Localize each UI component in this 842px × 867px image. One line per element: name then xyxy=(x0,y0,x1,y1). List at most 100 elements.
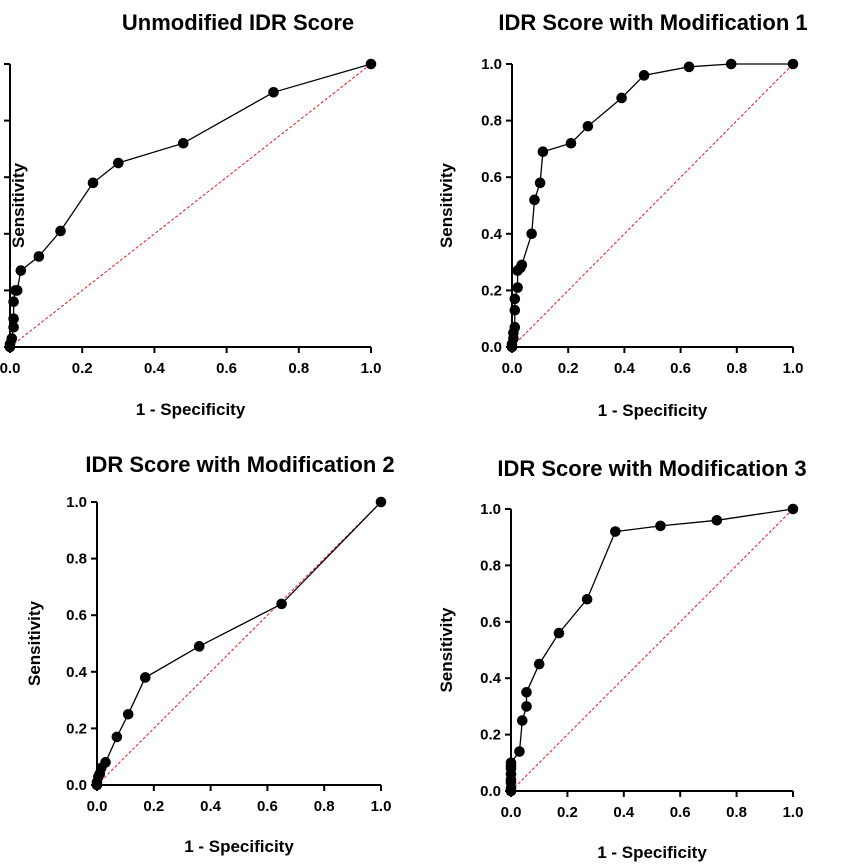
x-tick-label: 0.0 xyxy=(87,798,108,815)
y-tick-label: 0.0 xyxy=(480,783,501,800)
x-tick-label: 0.6 xyxy=(670,804,691,821)
x-tick-label: 0.8 xyxy=(288,360,309,377)
roc-curve-line xyxy=(510,508,794,791)
x-axis-title: 1 - Specificity xyxy=(597,843,707,862)
roc-point xyxy=(375,496,387,508)
roc-point xyxy=(505,757,517,769)
x-tick-label: 1.0 xyxy=(371,798,392,815)
roc-point xyxy=(787,503,799,515)
roc-point xyxy=(610,526,621,537)
x-tick-label: 1.0 xyxy=(783,804,804,821)
roc-point xyxy=(365,58,377,70)
y-tick-label: 1.0 xyxy=(481,56,502,73)
x-tick-label: 0.4 xyxy=(144,360,166,377)
y-axis-title: Sensitivity xyxy=(9,162,28,248)
y-tick-label: 0.4 xyxy=(480,670,502,687)
x-tick-label: 0.8 xyxy=(726,360,747,377)
x-tick-label: 0.6 xyxy=(257,798,278,815)
roc-point xyxy=(512,282,523,293)
roc-point xyxy=(509,321,521,333)
roc-point xyxy=(638,70,650,81)
x-tick-label: 1.0 xyxy=(783,360,804,377)
roc-point xyxy=(111,731,123,743)
y-tick-label: 0.8 xyxy=(481,113,502,130)
roc-point xyxy=(582,120,594,132)
roc-point xyxy=(15,265,27,276)
chart-title: IDR Score with Modification 3 xyxy=(497,456,806,481)
roc-point xyxy=(33,251,45,262)
chart-panel-3: IDR Score with Modification 2 0.0 0.2 0.4 0.… xyxy=(25,452,395,856)
roc-point xyxy=(8,313,19,325)
y-tick-label: 0.4 xyxy=(0,226,1,243)
roc-point xyxy=(516,715,528,726)
roc-curve-line xyxy=(511,63,793,347)
x-tick-label: 0.2 xyxy=(557,804,578,821)
roc-point xyxy=(683,61,695,73)
x-tick-label: 0.0 xyxy=(501,804,522,821)
y-tick-label: 0.2 xyxy=(481,282,502,299)
roc-point xyxy=(268,87,279,98)
roc-point xyxy=(6,333,18,344)
chart-panel-4: IDR Score with Modification 3 0.0 0.2 0.4 0.… xyxy=(437,456,807,862)
x-tick-label: 0.2 xyxy=(558,360,579,377)
chart-title: IDR Score with Modification 2 xyxy=(85,452,394,477)
y-tick-label: 1.0 xyxy=(480,501,501,518)
reference-line xyxy=(510,508,794,792)
roc-point xyxy=(8,321,19,333)
reference-line xyxy=(96,501,382,786)
roc-point xyxy=(8,296,19,308)
x-tick-label: 0.2 xyxy=(72,360,93,377)
roc-point xyxy=(537,146,549,158)
x-tick-label: 0.0 xyxy=(0,360,20,377)
roc-point xyxy=(533,658,545,670)
y-axis-title: Sensitivity xyxy=(25,600,44,686)
x-tick-label: 0.4 xyxy=(613,804,635,821)
roc-point xyxy=(514,746,525,757)
roc-point xyxy=(139,672,151,683)
y-tick-label: 0.0 xyxy=(66,777,87,794)
y-tick-label: 0.0 xyxy=(481,339,502,356)
roc-point xyxy=(526,228,537,240)
roc-point xyxy=(276,598,287,610)
roc-point xyxy=(655,520,666,532)
roc-point xyxy=(100,757,111,768)
roc-point xyxy=(177,137,189,149)
roc-point xyxy=(193,641,205,652)
roc-point xyxy=(529,194,540,206)
roc-point xyxy=(509,293,521,305)
roc-point xyxy=(87,177,99,189)
roc-point xyxy=(534,177,546,189)
y-tick-label: 0.4 xyxy=(481,226,503,243)
x-tick-label: 0.6 xyxy=(216,360,237,377)
y-tick-label: 0.2 xyxy=(66,720,87,737)
roc-point xyxy=(787,58,799,70)
roc-point xyxy=(122,708,134,720)
chart-title: Unmodified IDR Score xyxy=(122,10,354,35)
roc-point xyxy=(725,58,737,70)
y-axis-title: Sensitivity xyxy=(437,162,456,248)
x-axis-title: 1 - Specificity xyxy=(184,837,294,856)
y-axis-title: Sensitivity xyxy=(437,607,456,693)
y-tick-label: 0.2 xyxy=(480,727,501,744)
roc-point xyxy=(553,627,565,639)
x-tick-label: 0.8 xyxy=(726,804,747,821)
x-axis-title: 1 - Specificity xyxy=(598,401,708,420)
x-tick-label: 0.8 xyxy=(314,798,335,815)
chart-panel-2: IDR Score with Modification 1 0.0 0.2 0.4 0.… xyxy=(437,10,808,420)
chart-title: IDR Score with Modification 1 xyxy=(498,10,807,35)
y-tick-label: 0.6 xyxy=(66,607,87,624)
y-tick-label: 1.0 xyxy=(66,494,87,511)
roc-curve-line xyxy=(9,63,372,347)
x-tick-label: 0.6 xyxy=(670,360,691,377)
reference-line xyxy=(511,63,794,348)
roc-point xyxy=(521,687,532,698)
y-tick-label: 0.6 xyxy=(480,614,501,631)
x-tick-label: 1.0 xyxy=(361,360,382,377)
y-tick-label: 0.8 xyxy=(66,551,87,568)
roc-point xyxy=(521,701,532,712)
x-tick-label: 0.2 xyxy=(143,798,164,815)
y-tick-label: 0.6 xyxy=(481,169,502,186)
roc-point xyxy=(565,137,577,149)
x-tick-label: 0.4 xyxy=(614,360,636,377)
